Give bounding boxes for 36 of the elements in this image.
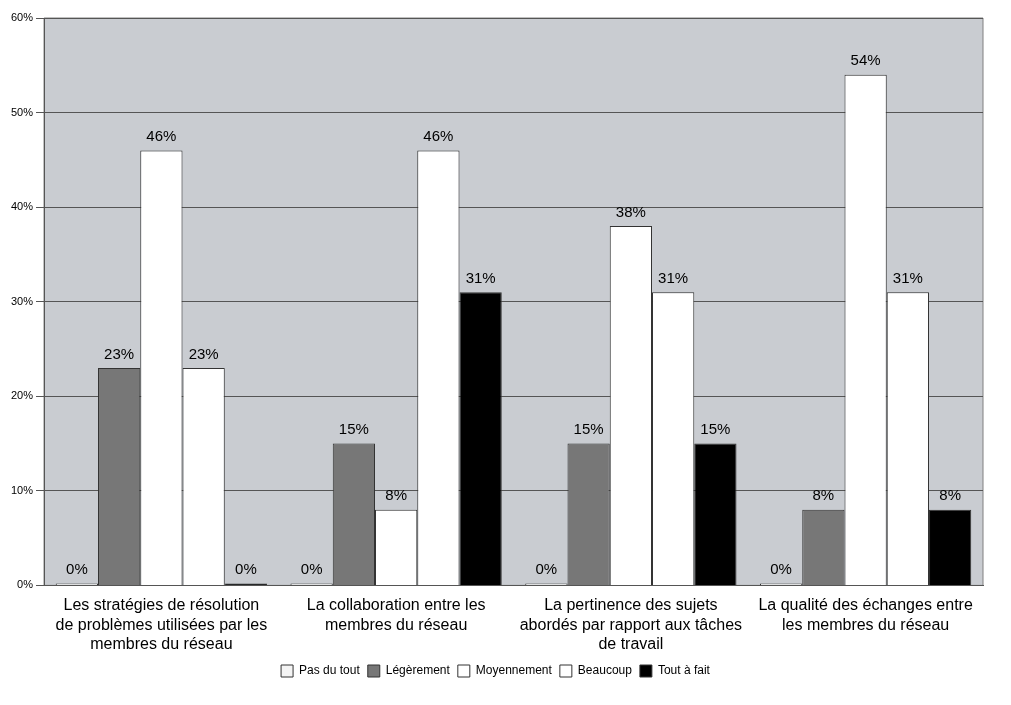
- data-label: 15%: [338, 420, 369, 438]
- x-tick-label: La pertinence des sujets abordés par rapport aux tâches de travail: [519, 596, 743, 652]
- legend-label: Légèrement: [385, 663, 451, 678]
- y-tick-label: 40%: [10, 200, 34, 213]
- data-label: 8%: [385, 486, 407, 504]
- y-tick-label: 10%: [10, 483, 34, 496]
- x-tick-label: La collaboration entre les membres du réseau: [306, 596, 486, 633]
- data-label: 0%: [770, 560, 792, 578]
- y-tick-label: 30%: [10, 294, 34, 307]
- legend-label: Moyennement: [475, 663, 553, 678]
- legend-label: Pas du tout: [299, 663, 361, 678]
- data-label: 0%: [300, 560, 323, 578]
- data-label: 15%: [573, 420, 604, 438]
- data-label: 8%: [812, 486, 835, 504]
- data-label: 46%: [146, 127, 177, 145]
- data-label: 0%: [235, 560, 257, 578]
- data-label: 38%: [615, 202, 646, 220]
- data-label: 54%: [850, 51, 881, 69]
- data-label: 8%: [939, 486, 961, 504]
- data-label: 31%: [658, 268, 689, 286]
- data-label: 15%: [700, 420, 731, 438]
- data-label: 0%: [535, 560, 558, 578]
- legend-label: Tout à fait: [657, 663, 711, 678]
- y-tick-label: 0%: [17, 578, 34, 591]
- data-label: 0%: [66, 560, 88, 578]
- data-label: 46%: [423, 127, 454, 145]
- y-tick-label: 60%: [10, 11, 34, 24]
- x-tick-label: La qualité des échanges entre les membres du réseau: [758, 596, 973, 633]
- legend-label: Beaucoup: [577, 663, 633, 678]
- data-label: 23%: [188, 344, 219, 362]
- data-label: 31%: [892, 268, 923, 286]
- y-tick-label: 20%: [10, 389, 34, 402]
- y-tick-label: 50%: [10, 105, 34, 118]
- data-label: 23%: [104, 344, 135, 362]
- x-tick-label: Les stratégies de résolution de problèmes utilisées par les membres du réseau: [55, 596, 268, 652]
- data-label: 31%: [465, 268, 496, 286]
